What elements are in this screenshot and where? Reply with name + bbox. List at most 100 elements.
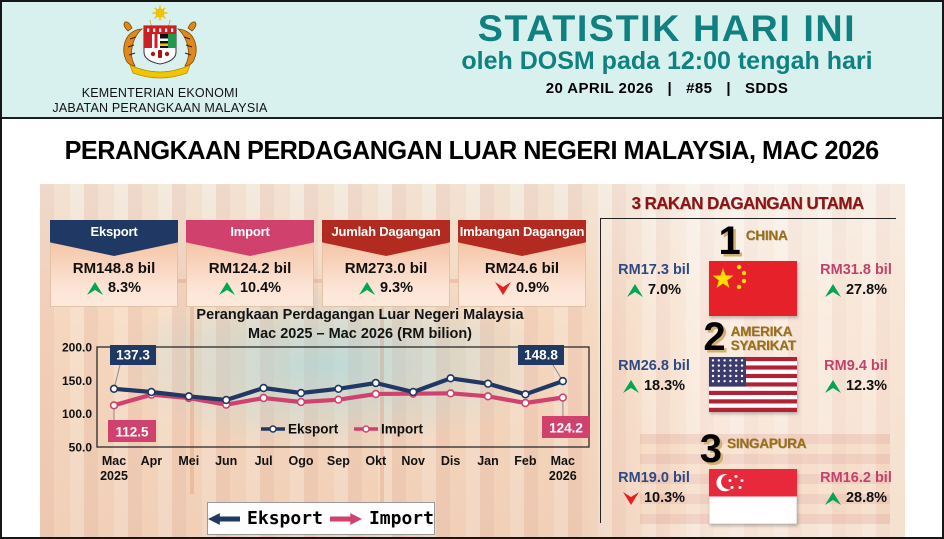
partner-export-stat: RM16.2 bil 28.8% (808, 470, 904, 506)
data-label-box (518, 345, 564, 365)
partner-right-change: 12.3% (808, 378, 904, 394)
data-label: 148.8 (524, 348, 558, 363)
eksport-marker (371, 378, 380, 388)
import-marker (483, 392, 493, 401)
partner-import-stat: RM26.8 bil 18.3% (606, 358, 702, 394)
partner-left-change: 18.3% (606, 378, 702, 394)
partner-identity: 1 CHINA (692, 219, 814, 321)
background-photo (380, 224, 384, 504)
partner-right-value: RM31.8 bil (820, 262, 892, 278)
import-right-arrow-icon (329, 512, 362, 525)
import-marker (446, 389, 455, 398)
data-label: 124.2 (549, 421, 583, 436)
down-arrow-icon (622, 491, 639, 505)
import-marker (521, 398, 530, 408)
stat-card-change: 8.3% (53, 280, 175, 296)
data-label: 137.3 (116, 348, 150, 363)
x-axis-tick: Sep (327, 454, 350, 468)
eksport-marker (259, 383, 268, 393)
x-axis-tick: Mac (551, 454, 575, 468)
partner-identity: 2 AMERIKA SYARIKAT (692, 315, 814, 417)
stat-card-import: Import RM124.2 bil 10.4% (186, 220, 314, 307)
eksport-marker (446, 374, 455, 383)
eksport-marker (296, 388, 306, 398)
background-photo (190, 244, 194, 494)
sdds-label: SDDS (744, 80, 789, 97)
stat-card-eksport: Eksport RM148.8 bil 8.3% (50, 220, 178, 307)
partner-left-change: 7.0% (606, 282, 702, 298)
stat-card-label: Eksport (90, 224, 138, 239)
infographic-area: Eksport RM148.8 bil 8.3% Import RM124.2 … (40, 184, 905, 537)
up-arrow-icon (824, 283, 841, 297)
y-axis-tick: 100.0 (62, 407, 92, 421)
legend-marker (269, 425, 277, 433)
poster-title: STATISTIK HARI INI (477, 8, 857, 49)
partner-left-value: RM26.8 bil (618, 358, 690, 374)
stat-card-label: Jumlah Dagangan (331, 224, 441, 239)
up-arrow-icon (86, 281, 103, 295)
up-arrow-icon (218, 281, 235, 295)
partner-rank: 3 (699, 427, 723, 471)
poster-subtitle: oleh DOSM pada 12:00 tengah hari (461, 47, 873, 75)
usa-flag-icon (709, 357, 797, 412)
x-axis-tick: Okt (365, 454, 387, 468)
eksport-marker (222, 395, 231, 405)
up-arrow-icon (824, 379, 841, 393)
up-arrow-icon (622, 379, 639, 393)
partner-rank: 2 (703, 315, 726, 359)
eksport-marker (409, 387, 418, 397)
y-axis-tick: 200.0 (62, 342, 92, 355)
x-axis-tick: Mei (178, 454, 199, 468)
partner-right-change: 27.8% (808, 282, 904, 298)
top-trading-partners-panel: 3 RAKAN DAGANGAN UTAMA RM17.3 bil 7.0% 1… (600, 184, 905, 537)
x-axis-tick-year: 2025 (100, 469, 128, 483)
department-name: JABATAN PERANGKAAN MALAYSIA (52, 101, 268, 115)
data-label: 112.5 (115, 425, 149, 440)
eksport-marker (521, 390, 530, 399)
import-marker (558, 393, 567, 402)
issue-number: #85 (686, 80, 713, 97)
report-title: PERANGKAAN PERDAGANGAN LUAR NEGERI MALAY… (64, 134, 880, 165)
partner-name: AMERIKA SYARIKAT (730, 324, 796, 354)
header-titles: STATISTIK HARI INI oleh DOSM pada 12:00 … (400, 8, 934, 97)
issue-date: 20 APRIL 2026 (545, 80, 654, 97)
x-axis-tick: Dis (441, 454, 461, 468)
stat-card-change: 10.4% (189, 280, 311, 296)
up-arrow-icon (358, 281, 375, 295)
ministry-name: KEMENTERIAN EKONOMI (81, 86, 239, 100)
y-axis-tick: 50.0 (69, 441, 93, 455)
partner-export-stat: RM9.4 bil 12.3% (808, 358, 904, 394)
partner-left-value: RM17.3 bil (618, 262, 690, 278)
eksport-marker (147, 387, 156, 397)
import-marker (371, 389, 380, 399)
chart-title: Perangkaan Perdagangan Luar Negeri Malay… (150, 306, 570, 344)
report-title-band: PERANGKAAN PERDAGANGAN LUAR NEGERI MALAY… (2, 119, 942, 181)
data-label-box (542, 416, 590, 438)
chart-title-line2: Mac 2025 – Mac 2026 (RM bilion) (247, 325, 473, 342)
x-axis-tick-year: 2026 (549, 469, 577, 483)
data-label-box (108, 420, 156, 442)
partner-export-stat: RM31.8 bil 27.8% (808, 262, 904, 298)
partner-rank: 1 (718, 219, 741, 263)
stat-card-body: RM148.8 bil 8.3% (50, 243, 178, 307)
china-flag-icon (709, 261, 797, 316)
date-line: 20 APRIL 2026 | #85 | SDDS (400, 80, 934, 97)
partner-right-change: 28.8% (808, 490, 904, 506)
partner-import-stat: RM17.3 bil 7.0% (606, 262, 702, 298)
x-axis-tick: Ogo (289, 454, 314, 468)
legend-label: Import (381, 422, 424, 437)
stat-card-value: RM124.2 bil (208, 260, 292, 277)
partners-title: 3 RAKAN DAGANGAN UTAMA (631, 193, 864, 213)
legend-eksport-label: Eksport (247, 508, 323, 529)
stat-card-imbangan-dagangan: Imbangan Dagangan RM24.6 bil 0.9% (458, 220, 586, 307)
import-marker (259, 393, 268, 403)
partner-left-change: 10.3% (606, 490, 702, 506)
eksport-marker (184, 392, 194, 401)
separator: | (726, 80, 731, 97)
eksport-marker (558, 376, 567, 386)
stat-card-change: 9.3% (325, 280, 447, 296)
x-axis-tick: Jul (255, 454, 273, 468)
partner-name: SINGAPURA (727, 436, 807, 451)
